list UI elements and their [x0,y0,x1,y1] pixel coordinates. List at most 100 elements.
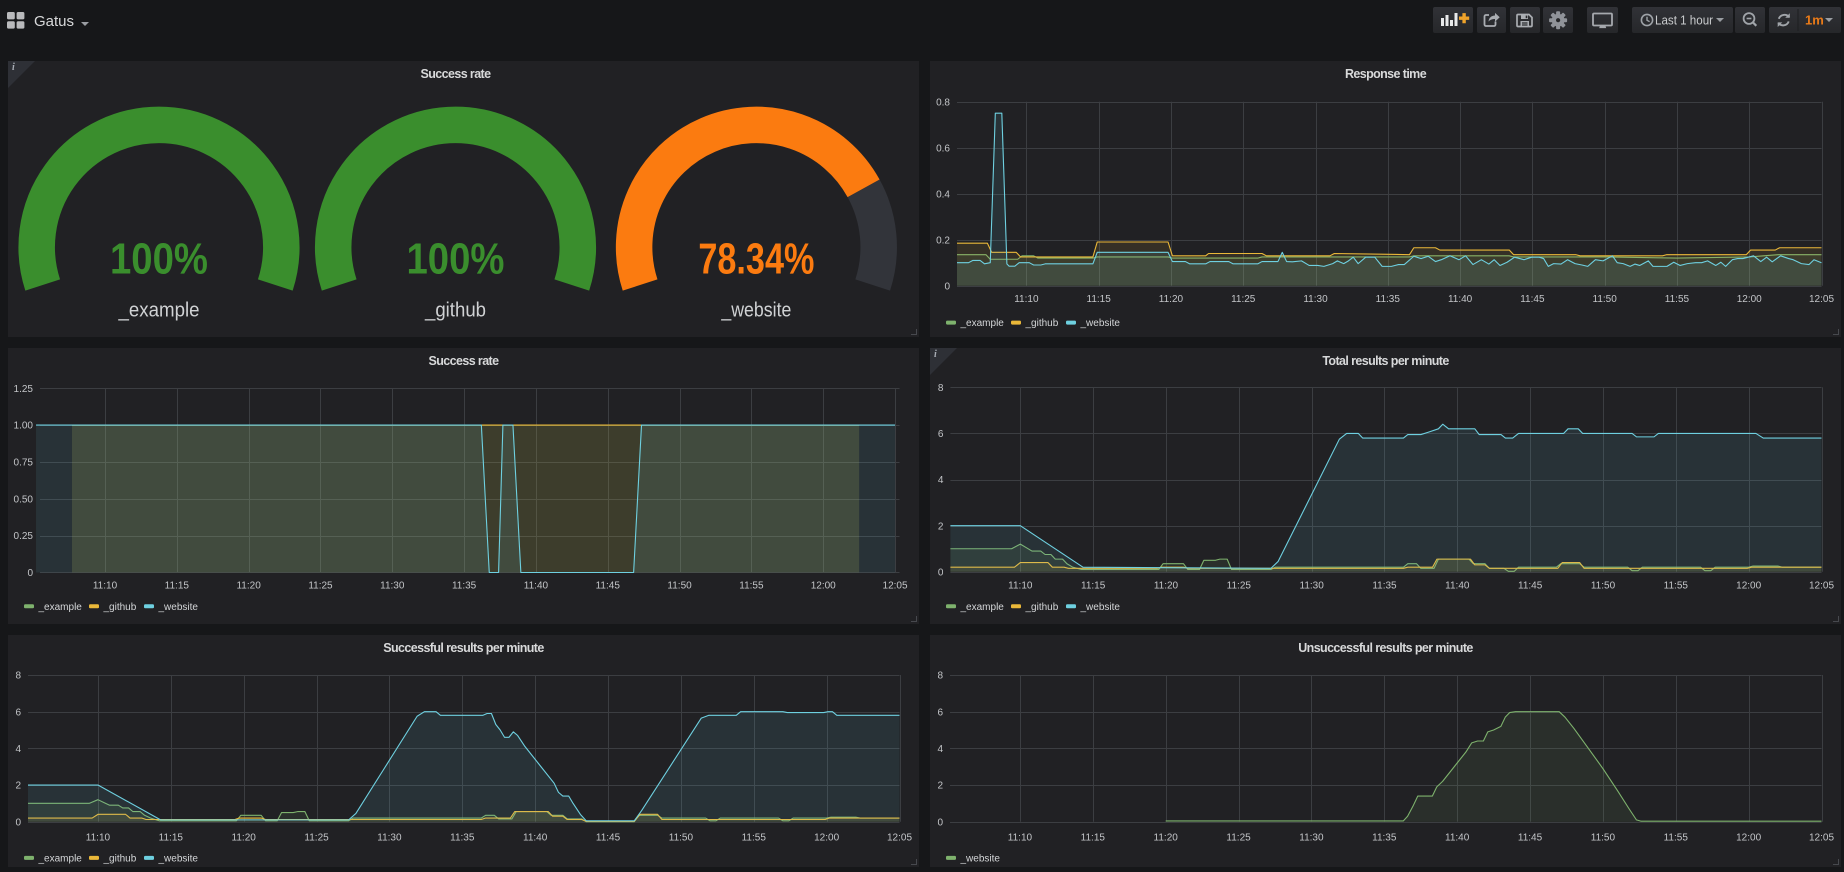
svg-text:11:50: 11:50 [1593,294,1618,305]
svg-text:11:35: 11:35 [1376,294,1401,305]
svg-text:11:20: 11:20 [1154,580,1179,591]
svg-text:_website: _website [721,299,792,322]
svg-text:4: 4 [15,744,21,755]
svg-text:11:35: 11:35 [452,580,477,591]
svg-text:0: 0 [944,281,950,292]
svg-text:6: 6 [937,707,943,718]
svg-text:2: 2 [937,781,943,792]
svg-text:11:25: 11:25 [304,832,329,843]
svg-text:11:20: 11:20 [236,580,261,591]
svg-text:_github: _github [424,299,486,322]
svg-text:6: 6 [15,707,21,718]
svg-text:100%: 100% [407,235,505,284]
svg-text:2: 2 [15,781,21,792]
svg-text:11:35: 11:35 [450,832,475,843]
svg-text:_github: _github [1025,318,1059,329]
svg-text:12:00: 12:00 [1736,832,1761,843]
svg-text:_example: _example [118,299,200,322]
svg-text:11:55: 11:55 [1664,580,1689,591]
svg-text:8: 8 [937,671,943,682]
svg-text:0.6: 0.6 [936,143,950,154]
svg-text:11:30: 11:30 [1299,832,1324,843]
svg-text:11:45: 11:45 [1518,832,1543,843]
svg-text:_website: _website [1080,318,1121,329]
svg-text:_github: _github [1025,602,1059,613]
svg-text:100%: 100% [110,235,208,284]
svg-text:4: 4 [938,475,944,486]
svg-text:11:55: 11:55 [742,832,767,843]
svg-text:11:20: 11:20 [1159,294,1184,305]
svg-text:11:30: 11:30 [380,580,405,591]
svg-text:11:30: 11:30 [1303,294,1328,305]
svg-text:11:35: 11:35 [1372,580,1397,591]
svg-text:11:10: 11:10 [1008,580,1033,591]
svg-text:2: 2 [938,521,944,532]
svg-text:11:55: 11:55 [1665,294,1690,305]
svg-text:8: 8 [938,383,944,394]
svg-text:0.4: 0.4 [936,189,950,200]
svg-text:11:25: 11:25 [1226,832,1251,843]
svg-text:0.2: 0.2 [936,235,950,246]
svg-text:11:55: 11:55 [1664,832,1689,843]
svg-text:6: 6 [938,429,944,440]
svg-text:11:40: 11:40 [1445,832,1470,843]
svg-text:11:15: 11:15 [1087,294,1112,305]
svg-text:11:15: 11:15 [1081,832,1106,843]
svg-text:_example: _example [38,602,83,613]
svg-text:11:50: 11:50 [1591,832,1616,843]
svg-text:11:10: 11:10 [1014,294,1039,305]
svg-text:12:00: 12:00 [1736,580,1761,591]
svg-text:11:50: 11:50 [667,580,692,591]
svg-text:1.25: 1.25 [14,384,34,395]
svg-text:11:20: 11:20 [1154,832,1179,843]
svg-text:11:45: 11:45 [1520,294,1545,305]
svg-text:_website: _website [158,602,199,613]
svg-text:11:55: 11:55 [739,580,764,591]
svg-text:_github: _github [103,853,137,864]
svg-text:8: 8 [15,671,21,682]
svg-text:11:40: 11:40 [523,832,548,843]
svg-text:_github: _github [103,602,137,613]
svg-text:1m: 1m [1805,13,1824,28]
svg-text:Last 1 hour: Last 1 hour [1655,12,1714,27]
svg-text:0.50: 0.50 [14,494,34,505]
svg-text:0.25: 0.25 [14,531,34,542]
svg-text:0.8: 0.8 [936,97,950,108]
svg-text:4: 4 [937,744,943,755]
svg-text:0: 0 [938,567,944,578]
svg-text:12:05: 12:05 [883,580,908,591]
svg-text:12:05: 12:05 [1809,580,1834,591]
svg-text:11:40: 11:40 [1445,580,1470,591]
svg-text:_example: _example [38,853,83,864]
svg-text:12:00: 12:00 [811,580,836,591]
svg-text:1.00: 1.00 [14,421,34,432]
svg-text:0: 0 [27,568,33,579]
svg-text:11:15: 11:15 [159,832,184,843]
svg-text:11:45: 11:45 [596,832,621,843]
svg-text:12:00: 12:00 [1737,294,1762,305]
svg-text:12:05: 12:05 [1809,294,1834,305]
svg-text:11:40: 11:40 [1448,294,1473,305]
svg-text:_example: _example [960,602,1005,613]
svg-text:11:15: 11:15 [165,580,190,591]
svg-text:11:25: 11:25 [1231,294,1256,305]
svg-text:11:10: 11:10 [93,580,118,591]
svg-text:_website: _website [158,853,199,864]
svg-text:0: 0 [15,817,21,828]
svg-text:11:30: 11:30 [1300,580,1325,591]
svg-text:11:50: 11:50 [669,832,694,843]
svg-text:11:45: 11:45 [1518,580,1543,591]
svg-text:12:05: 12:05 [887,832,912,843]
svg-text:11:35: 11:35 [1372,832,1397,843]
svg-text:0: 0 [937,817,943,828]
svg-text:11:10: 11:10 [1008,832,1033,843]
svg-text:_website: _website [1080,602,1121,613]
svg-text:_website: _website [960,853,1001,864]
svg-text:11:40: 11:40 [524,580,549,591]
svg-text:78.34%: 78.34% [698,235,814,284]
svg-text:11:25: 11:25 [1227,580,1252,591]
svg-text:0.75: 0.75 [14,458,34,469]
svg-text:11:45: 11:45 [596,580,621,591]
svg-text:11:10: 11:10 [86,832,111,843]
svg-text:11:15: 11:15 [1081,580,1106,591]
